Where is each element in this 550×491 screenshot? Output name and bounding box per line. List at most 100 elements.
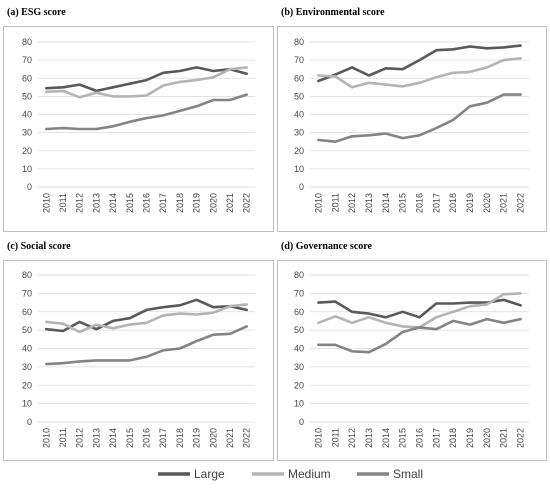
y-tick-label: 70	[294, 288, 304, 298]
y-tick-label: 60	[294, 73, 304, 83]
panel-title: (b) Environmental score	[281, 7, 385, 18]
x-tick-label: 2020	[482, 428, 492, 448]
y-tick-label: 40	[294, 344, 304, 354]
x-tick-label: 2019	[465, 193, 475, 213]
x-tick-label: 2020	[208, 428, 218, 448]
x-tick-label: 2021	[499, 193, 509, 213]
legend-label-small: Small	[393, 467, 423, 481]
y-tick-label: 10	[22, 164, 32, 174]
panel-2: (b) Environmental score 0 10 20 30 40 50 60 70 80…	[277, 7, 547, 232]
x-tick-label: 2018	[175, 428, 185, 448]
y-tick-label: 70	[22, 55, 32, 65]
panel-4: (d) Governance score 0 10 20 30 40 50 60 70 80 201…	[277, 241, 547, 461]
x-tick-label: 2017	[431, 428, 441, 448]
legend: Large Medium Small	[158, 467, 423, 481]
x-tick-label: 2017	[158, 193, 168, 213]
x-tick-label: 2021	[225, 193, 235, 213]
y-tick-label: 10	[22, 399, 32, 409]
x-tick-label: 2022	[242, 193, 252, 213]
x-tick-label: 2022	[516, 428, 526, 448]
panel-title: (c) Social score	[7, 241, 71, 252]
legend-label-medium: Medium	[288, 467, 331, 481]
x-tick-label: 2010	[313, 193, 323, 213]
series-line-small	[44, 325, 248, 366]
x-tick-label: 2010	[313, 428, 323, 448]
x-tick-label: 2010	[41, 428, 51, 448]
x-tick-label: 2015	[398, 428, 408, 448]
chart-frame	[277, 260, 547, 461]
x-tick-label: 2015	[398, 193, 408, 213]
y-tick-label: 10	[294, 164, 304, 174]
y-tick-label: 40	[294, 110, 304, 120]
x-tick-label: 2015	[125, 193, 135, 213]
x-tick-label: 2019	[192, 193, 202, 213]
x-tick-label: 2015	[125, 428, 135, 448]
y-tick-label: 50	[294, 325, 304, 335]
x-tick-label: 2011	[58, 193, 68, 212]
y-tick-label: 80	[294, 37, 304, 47]
x-tick-label: 2022	[516, 193, 526, 213]
y-tick-label: 60	[22, 307, 32, 317]
x-tick-label: 2020	[482, 193, 492, 213]
x-tick-label: 2016	[415, 193, 425, 213]
x-tick-label: 2012	[347, 428, 357, 448]
y-tick-label: 80	[294, 270, 304, 280]
x-tick-label: 2021	[499, 428, 509, 448]
x-tick-label: 2012	[75, 428, 85, 448]
x-tick-label: 2014	[108, 193, 118, 213]
x-tick-label: 2018	[175, 193, 185, 213]
series-line-medium	[317, 56, 522, 89]
x-tick-label: 2017	[158, 428, 168, 448]
panel-1: (a) ESG score 0 10 20 30 40 50 60 70 80 2010 2011 20…	[3, 7, 274, 232]
x-tick-label: 2012	[75, 193, 85, 213]
panel-title: (d) Governance score	[281, 241, 372, 252]
x-tick-label: 2010	[41, 193, 51, 213]
y-tick-label: 0	[299, 182, 304, 192]
series-line-medium	[44, 303, 248, 334]
y-tick-label: 70	[294, 55, 304, 65]
legend-label-large: Large	[194, 467, 225, 481]
series-line-large	[44, 66, 248, 93]
y-tick-label: 20	[294, 146, 304, 156]
series-line-large	[44, 298, 248, 333]
x-tick-label: 2019	[192, 428, 202, 448]
panel-3: (c) Social score 0 10 20 30 40 50 60 70 80 2010 201…	[3, 241, 274, 461]
y-tick-label: 10	[294, 399, 304, 409]
y-tick-label: 20	[22, 146, 32, 156]
x-tick-label: 2017	[431, 193, 441, 213]
x-tick-label: 2012	[347, 193, 357, 213]
y-tick-label: 40	[22, 110, 32, 120]
y-tick-label: 30	[294, 362, 304, 372]
series-line-small	[44, 93, 248, 131]
y-tick-label: 50	[22, 91, 32, 101]
x-tick-label: 2014	[108, 428, 118, 448]
series-line-large	[317, 44, 522, 83]
x-tick-label: 2014	[381, 428, 391, 448]
x-tick-label: 2016	[142, 193, 152, 213]
x-tick-label: 2011	[58, 428, 68, 447]
x-tick-label: 2011	[330, 193, 340, 212]
y-tick-label: 60	[294, 307, 304, 317]
y-tick-label: 0	[27, 182, 32, 192]
y-tick-label: 80	[22, 37, 32, 47]
y-tick-label: 30	[22, 362, 32, 372]
series-line-medium	[44, 66, 248, 99]
series-line-small	[317, 93, 522, 143]
x-tick-label: 2020	[208, 193, 218, 213]
y-tick-label: 0	[27, 417, 32, 427]
y-tick-label: 30	[22, 128, 32, 138]
y-tick-label: 60	[22, 73, 32, 83]
y-tick-label: 40	[22, 344, 32, 354]
x-tick-label: 2013	[364, 428, 374, 448]
x-tick-label: 2013	[364, 193, 374, 213]
x-tick-label: 2016	[415, 428, 425, 448]
panel-title: (a) ESG score	[7, 7, 66, 18]
x-tick-label: 2013	[91, 193, 101, 213]
y-tick-label: 50	[22, 325, 32, 335]
x-tick-label: 2021	[225, 428, 235, 448]
x-tick-label: 2019	[465, 428, 475, 448]
x-tick-label: 2018	[448, 193, 458, 213]
x-tick-label: 2022	[242, 428, 252, 448]
